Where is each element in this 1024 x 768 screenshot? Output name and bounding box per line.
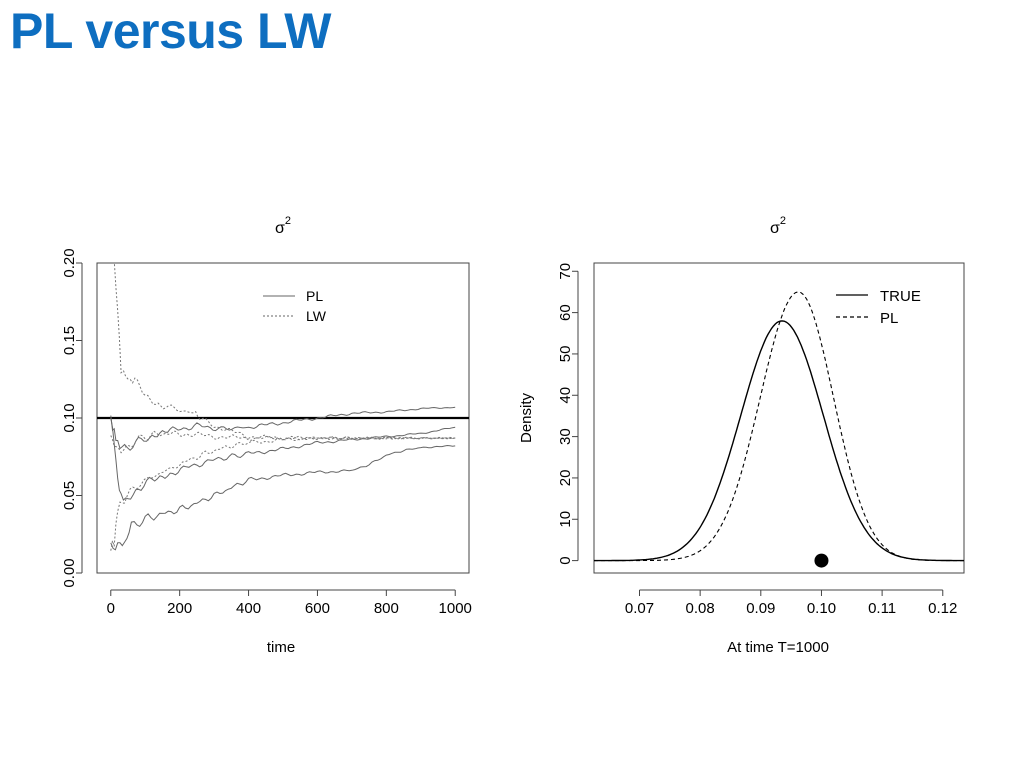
right-legend-true: TRUE bbox=[880, 288, 921, 305]
left-x-axis-label: time bbox=[267, 639, 295, 656]
left-y-tick-label: 0.15 bbox=[61, 326, 78, 355]
right-y-tick-label: 20 bbox=[557, 470, 574, 487]
right-x-tick-label: 0.11 bbox=[868, 600, 896, 617]
true-density-curve bbox=[594, 320, 964, 562]
right-chart: σ2 0.07 0.08 0.09 0.10 0.11 0.12 0 10 20 30 40 50 60… bbox=[518, 215, 965, 656]
right-x-tick-label: 0.12 bbox=[928, 600, 957, 617]
left-legend: PL LW bbox=[263, 288, 327, 324]
right-x-tick-label: 0.09 bbox=[746, 600, 775, 617]
left-chart: σ2 0 200 400 600 800 1000 0.00 0.05 0.10 0.15 0.20… bbox=[61, 215, 472, 656]
right-x-tick-label: 0.07 bbox=[625, 600, 654, 617]
left-x-tick-label: 400 bbox=[236, 600, 261, 617]
right-y-tick-label: 0 bbox=[557, 556, 574, 564]
pl-series-line bbox=[110, 444, 456, 551]
right-y-tick-label: 50 bbox=[557, 346, 574, 363]
left-y-tick-label: 0.00 bbox=[61, 558, 78, 587]
pl-density-curve bbox=[594, 291, 964, 562]
right-y-tick-label: 10 bbox=[557, 511, 574, 528]
lw-series-line bbox=[110, 436, 456, 551]
right-y-tick-label: 40 bbox=[557, 387, 574, 404]
right-plot-frame bbox=[593, 262, 965, 574]
left-x-tick-label: 800 bbox=[374, 600, 399, 617]
lw-series-line bbox=[113, 263, 456, 441]
right-x-tick-label: 0.08 bbox=[686, 600, 715, 617]
right-chart-title: σ2 bbox=[770, 215, 786, 237]
right-legend: TRUE PL bbox=[836, 288, 921, 327]
left-chart-title: σ2 bbox=[275, 215, 291, 237]
right-y-tick-label: 70 bbox=[557, 263, 574, 280]
right-y-tick-label: 60 bbox=[557, 304, 574, 321]
slide-title: PL versus LW bbox=[10, 3, 331, 59]
right-y-axis-label: Density bbox=[518, 392, 535, 443]
left-x-tick-label: 0 bbox=[107, 600, 115, 617]
lw-series-line bbox=[110, 430, 456, 454]
true-value-marker bbox=[814, 553, 829, 568]
left-legend-lw: LW bbox=[306, 308, 327, 324]
left-y-tick-label: 0.10 bbox=[61, 403, 78, 432]
left-y-tick-label: 0.20 bbox=[61, 248, 78, 277]
left-x-tick-label: 600 bbox=[305, 600, 330, 617]
left-legend-pl: PL bbox=[306, 288, 323, 304]
right-x-tick-label: 0.10 bbox=[807, 600, 836, 617]
pl-series-line bbox=[110, 406, 456, 451]
right-y-tick-label: 30 bbox=[557, 428, 574, 445]
right-legend-pl: PL bbox=[880, 310, 898, 327]
left-x-tick-label: 200 bbox=[167, 600, 192, 617]
left-y-tick-label: 0.05 bbox=[61, 481, 78, 510]
pl-series-line bbox=[110, 417, 456, 501]
right-x-axis-label: At time T=1000 bbox=[727, 639, 829, 656]
left-x-tick-label: 1000 bbox=[439, 600, 472, 617]
